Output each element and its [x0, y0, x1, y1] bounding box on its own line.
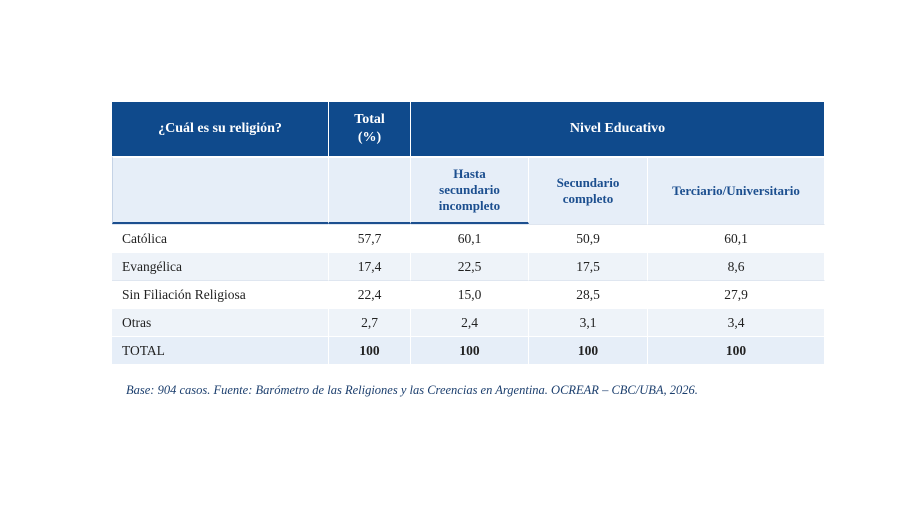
- cell-level-1: 2,4: [411, 308, 529, 336]
- total-header-line1: Total: [354, 112, 385, 127]
- religion-table: ¿Cuál es su religión? Total (%) Nivel Ed…: [112, 102, 825, 364]
- cell-level-1: 22,5: [411, 252, 529, 280]
- cell-level-2: 28,5: [529, 280, 648, 308]
- subheader-level-3-line1: Terciario/Universitario: [672, 183, 800, 198]
- subheader-level-1-line3: incompleto: [438, 198, 501, 213]
- subheader-level-2: Secundario completo: [529, 156, 648, 224]
- cell-level-1: 15,0: [411, 280, 529, 308]
- question-header: ¿Cuál es su religión?: [112, 102, 329, 156]
- cell-total: 22,4: [329, 280, 411, 308]
- table-row: Sin Filiación Religiosa 22,4 15,0 28,5 2…: [112, 280, 825, 308]
- cell-level-1: 60,1: [411, 224, 529, 252]
- cell-total: 100: [329, 336, 411, 364]
- cell-level-2: 100: [529, 336, 648, 364]
- subheader-total-blank: [329, 156, 411, 224]
- cell-total: 57,7: [329, 224, 411, 252]
- cell-level-3: 27,9: [648, 280, 825, 308]
- total-header: Total (%): [329, 102, 411, 156]
- row-label: Evangélica: [112, 252, 329, 280]
- cell-level-3: 8,6: [648, 252, 825, 280]
- total-header-line2: (%): [357, 130, 382, 145]
- subheader-level-1-line1: Hasta: [453, 166, 486, 181]
- header-row: ¿Cuál es su religión? Total (%) Nivel Ed…: [112, 102, 825, 156]
- cell-total: 17,4: [329, 252, 411, 280]
- cell-level-1: 100: [411, 336, 529, 364]
- cell-total: 2,7: [329, 308, 411, 336]
- row-label: Sin Filiación Religiosa: [112, 280, 329, 308]
- cell-level-3: 3,4: [648, 308, 825, 336]
- cell-level-2: 17,5: [529, 252, 648, 280]
- cell-level-3: 100: [648, 336, 825, 364]
- subheader-level-1: Hasta secundario incompleto: [411, 156, 529, 224]
- cell-level-3: 60,1: [648, 224, 825, 252]
- table-row: Católica 57,7 60,1 50,9 60,1: [112, 224, 825, 252]
- table-row: Evangélica 17,4 22,5 17,5 8,6: [112, 252, 825, 280]
- table-row: Otras 2,7 2,4 3,1 3,4: [112, 308, 825, 336]
- row-label: Católica: [112, 224, 329, 252]
- cell-level-2: 3,1: [529, 308, 648, 336]
- subheader-level-3: Terciario/Universitario: [648, 156, 825, 224]
- row-label: TOTAL: [112, 336, 329, 364]
- education-level-header: Nivel Educativo: [411, 102, 825, 156]
- subheader-level-2-line1: Secundario: [556, 175, 620, 190]
- subheader-blank: [112, 156, 329, 224]
- source-note: Base: 904 casos. Fuente: Barómetro de la…: [126, 383, 698, 397]
- cell-level-2: 50,9: [529, 224, 648, 252]
- row-label: Otras: [112, 308, 329, 336]
- total-row: TOTAL 100 100 100 100: [112, 336, 825, 364]
- subheader-level-2-line2: completo: [562, 191, 614, 206]
- subheader-row: Hasta secundario incompleto Secundario c…: [112, 156, 825, 224]
- subheader-level-1-line2: secundario: [439, 182, 500, 197]
